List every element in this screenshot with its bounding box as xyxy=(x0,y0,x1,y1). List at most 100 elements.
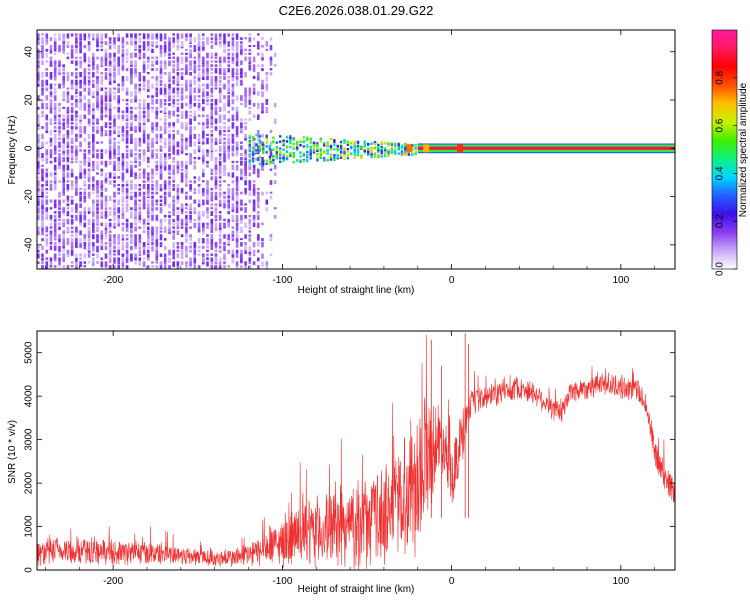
spectrogram-cell xyxy=(113,195,116,198)
spectrogram-cell xyxy=(104,75,108,80)
spectrogram-cell xyxy=(193,95,197,99)
spectrogram-cell xyxy=(70,126,74,130)
spectrogram-cell xyxy=(45,172,49,177)
spectrogram-cell xyxy=(134,172,137,177)
spectrogram-cell xyxy=(346,154,350,158)
spectrogram-cell xyxy=(210,168,214,172)
spectrogram-cell xyxy=(223,222,226,229)
spectrogram-cell xyxy=(261,168,264,171)
spectrogram-cell xyxy=(206,133,209,136)
spectrogram-cell xyxy=(41,214,44,220)
spectrogram-cell xyxy=(257,211,260,214)
spectrogram-cell xyxy=(180,41,184,48)
spectrogram-cell xyxy=(155,33,159,38)
spectrogram-cell xyxy=(363,149,366,153)
spectrogram-cell xyxy=(70,261,74,264)
spectrogram-cell xyxy=(147,95,150,98)
spectrogram-cell xyxy=(96,191,99,198)
spectrogram-cell xyxy=(218,87,222,93)
spectrogram-cell xyxy=(197,37,201,41)
spectrogram-cell xyxy=(206,137,209,142)
spectrogram-cell xyxy=(295,141,299,144)
spectrogram-cell xyxy=(168,137,171,143)
spectrogram-cell xyxy=(163,180,167,185)
spectrogram-cell xyxy=(227,157,230,160)
spectrogram-cell xyxy=(214,41,218,46)
spectrogram-cell xyxy=(159,99,163,105)
spectrogram-cell xyxy=(289,135,292,138)
spectrogram-cell xyxy=(248,95,252,100)
spectrogram-cell xyxy=(206,72,209,76)
spectrogram-cell xyxy=(235,126,239,131)
spectrogram-cell xyxy=(176,141,180,147)
spectrogram-cell xyxy=(159,265,163,269)
spectrogram-cell xyxy=(202,91,205,97)
spectrogram-cell xyxy=(147,41,150,46)
spectrogram-cell xyxy=(218,106,222,113)
spectrogram-cell xyxy=(172,176,175,181)
spectrogram-cell xyxy=(75,187,78,192)
spectrogram-cell xyxy=(66,184,70,190)
spectrogram-cell xyxy=(210,95,214,98)
spectrogram-cell xyxy=(180,245,184,250)
spectrogram-cell xyxy=(323,144,326,147)
spectrogram-cell xyxy=(142,126,146,131)
spectrogram-cell xyxy=(100,187,104,191)
spectrogram-cell xyxy=(142,176,146,179)
spectrogram-cell xyxy=(227,149,230,153)
spectrogram-cell xyxy=(206,222,209,226)
spectrogram-cell xyxy=(326,144,329,147)
spectrogram-cell xyxy=(223,149,226,153)
spectrogram-cell xyxy=(257,45,260,50)
spectrogram-cell xyxy=(377,155,380,158)
spectrogram-cell xyxy=(312,142,316,146)
spectrogram-cell xyxy=(45,48,49,52)
spectrogram-cell xyxy=(41,230,44,236)
spectrogram-cell xyxy=(75,91,78,95)
spectrogram-cell xyxy=(83,199,87,203)
spectrogram-cell xyxy=(380,141,383,144)
spectrogram-cell xyxy=(397,146,400,149)
spectrogram-cell xyxy=(151,45,154,48)
spectrogram-cell xyxy=(37,149,40,156)
spectrogram-cell xyxy=(117,261,120,265)
spectrogram-cell xyxy=(214,195,218,201)
spectrogram-cell xyxy=(147,56,150,60)
spectrogram-cell xyxy=(75,60,78,66)
spectrogram-cell xyxy=(151,137,154,142)
spectrogram-cell xyxy=(265,137,268,141)
spectrogram-cell xyxy=(45,261,49,268)
spectrogram-cell xyxy=(319,151,322,154)
spectrogram-cell xyxy=(147,222,150,225)
spectrogram-cell xyxy=(142,45,146,51)
spectrogram-cell xyxy=(79,45,82,50)
spectrogram-cell xyxy=(356,146,360,150)
spectrogram-cell xyxy=(147,245,150,249)
spectrogram-cell xyxy=(37,168,40,173)
spectrogram-cell xyxy=(138,99,142,103)
spectrogram-cell xyxy=(125,122,129,128)
spectrogram-cell xyxy=(151,60,154,65)
spectrogram-cell xyxy=(75,137,78,142)
y-tick-label: 40 xyxy=(24,46,35,58)
spectrogram-cell xyxy=(79,230,82,236)
spectrogram-cell xyxy=(62,145,65,152)
spectrogram-cell xyxy=(261,52,264,58)
spectrogram-cell xyxy=(142,102,146,108)
spectrogram-cell xyxy=(37,60,40,64)
spectrogram-cell xyxy=(214,87,218,90)
spectrogram-cell xyxy=(151,95,154,99)
spectrogram-cell xyxy=(62,72,65,75)
spectrogram-cell xyxy=(269,60,273,66)
spectrogram-cell xyxy=(206,126,209,129)
spectrogram-cell xyxy=(257,129,260,136)
spectrogram-cell xyxy=(92,222,95,228)
spectrogram-cell xyxy=(227,199,230,203)
spectrogram-cell xyxy=(257,203,260,209)
y-tick-label: 0 xyxy=(24,567,35,573)
spectrogram-cell xyxy=(197,52,201,58)
spectrogram-cell xyxy=(142,218,146,225)
spectrogram-cell xyxy=(70,95,74,100)
spectrogram-cell xyxy=(92,60,95,66)
